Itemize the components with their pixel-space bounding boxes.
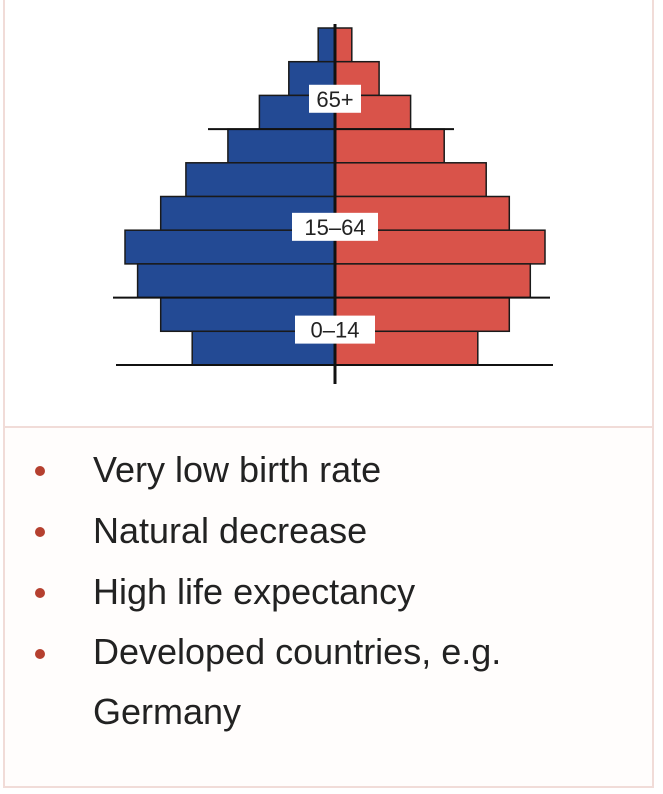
group-label-background (292, 212, 378, 241)
bullet-icon (35, 466, 45, 476)
list-item: Natural decrease (5, 500, 613, 561)
bullet-icon (35, 588, 45, 598)
bullet-icon (35, 649, 45, 659)
male-bar (185, 162, 336, 198)
group-label: 65+ (316, 87, 353, 112)
male-bar (227, 128, 336, 164)
list-item: Very low birth rate (5, 439, 613, 500)
female-bar (334, 162, 487, 198)
female-bar (334, 263, 532, 299)
list-item: High life expectancy (5, 561, 613, 622)
list-item-text: Natural decrease (93, 510, 368, 551)
list-item: Developed countries, e.g. Germany (5, 622, 613, 742)
chart-area: 65+ 15–64 0–14 (5, 0, 652, 428)
female-bar (334, 27, 353, 63)
bullet-icon (35, 527, 45, 537)
group-label: 0–14 (311, 318, 360, 343)
female-bar (334, 296, 511, 333)
characteristics-list: Very low birth rate Natural decrease Hig… (5, 439, 613, 742)
list-item-text: High life expectancy (93, 571, 416, 612)
list-item-text: Developed countries, e.g. Germany (93, 631, 502, 732)
male-bar (136, 263, 336, 299)
group-label-background (309, 84, 361, 113)
group-label: 15–64 (304, 215, 365, 240)
male-bar (317, 27, 336, 63)
female-bar (334, 128, 445, 164)
population-pyramid-chart: 65+ 15–64 0–14 (113, 24, 553, 384)
group-label-background (295, 315, 375, 344)
pyramid-card: 65+ 15–64 0–14 Very low birth rate Natural… (3, 0, 654, 788)
list-item-text: Very low birth rate (93, 449, 382, 490)
